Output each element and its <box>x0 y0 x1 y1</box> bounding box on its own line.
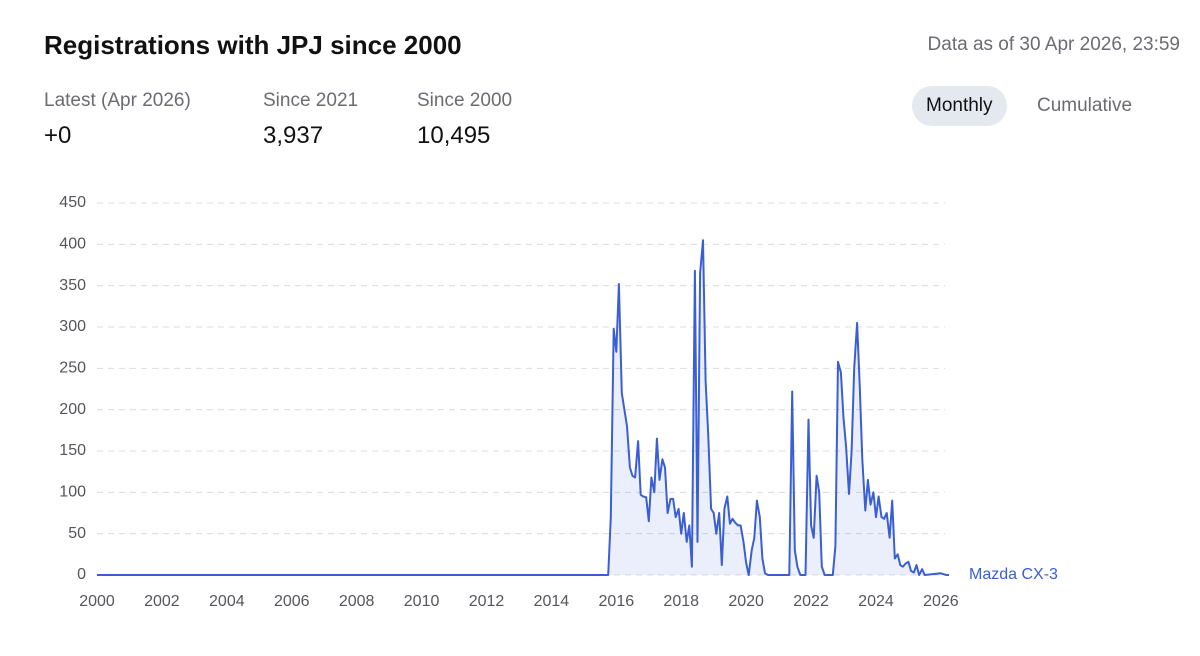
y-tick-label: 50 <box>68 525 86 542</box>
stat-label: Latest (Apr 2026) <box>44 90 191 111</box>
x-tick-label: 2016 <box>599 593 635 610</box>
y-tick-label: 100 <box>59 484 86 501</box>
x-tick-label: 2012 <box>469 593 505 610</box>
x-tick-label: 2022 <box>793 593 829 610</box>
y-tick-label: 400 <box>59 236 86 253</box>
y-tick-label: 150 <box>59 442 86 459</box>
x-tick-label: 2014 <box>534 593 570 610</box>
x-tick-label: 2024 <box>858 593 894 610</box>
y-tick-label: 200 <box>59 401 86 418</box>
x-tick-label: 2002 <box>144 593 180 610</box>
stat-value: 3,937 <box>263 122 324 149</box>
stat-label: Since 2021 <box>263 90 359 111</box>
y-tick-label: 250 <box>59 360 86 377</box>
toggle-button[interactable]: Cumulative <box>1037 95 1133 116</box>
y-tick-label: 450 <box>59 194 86 211</box>
line <box>97 239 949 576</box>
x-tick-label: 2008 <box>339 593 375 610</box>
area <box>97 240 949 575</box>
x-tick-label: 2010 <box>404 593 440 610</box>
timestamp: Data as of 30 Apr 2026, 23:59 <box>927 34 1180 55</box>
page-title: Registrations with JPJ since 2000 <box>44 30 462 60</box>
y-tick-label: 0 <box>77 566 86 583</box>
y-tick-label: 350 <box>59 277 86 294</box>
series-label: Mazda CX-3 <box>969 566 1058 583</box>
x-tick-label: 2000 <box>79 593 115 610</box>
stat-value: 10,495 <box>417 122 491 149</box>
x-tick-label: 2020 <box>728 593 764 610</box>
x-tick-label: 2004 <box>209 593 245 610</box>
toggle-button[interactable]: Monthly <box>912 86 1007 126</box>
x-tick-label: 2018 <box>663 593 699 610</box>
stat-label: Since 2000 <box>417 90 513 111</box>
x-tick-label: 2006 <box>274 593 310 610</box>
x-tick-label: 2026 <box>923 593 959 610</box>
y-tick-label: 300 <box>59 318 86 335</box>
stat-value: +0 <box>44 122 72 149</box>
